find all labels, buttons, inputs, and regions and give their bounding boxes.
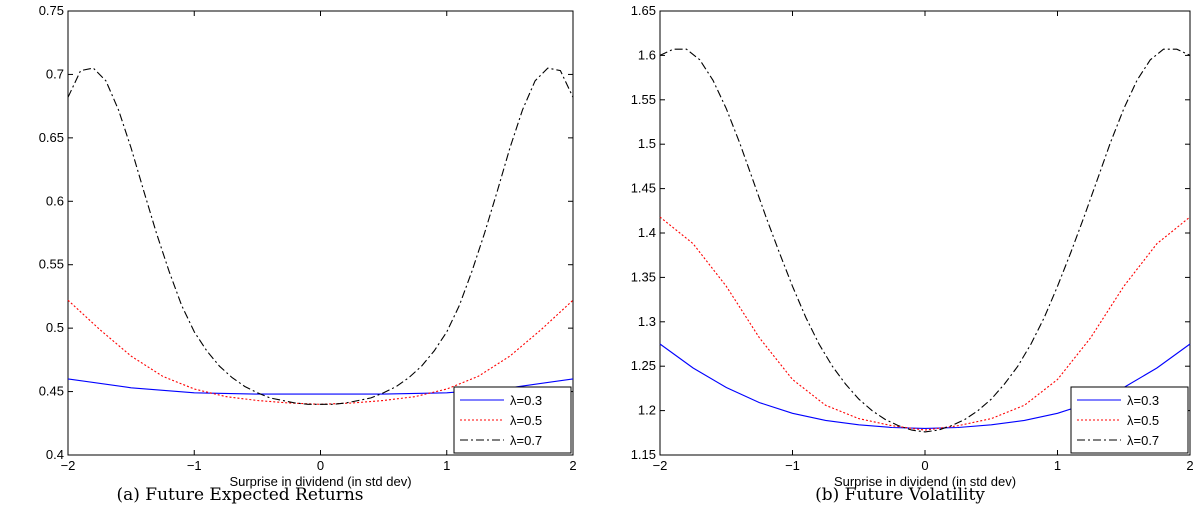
y-tick-label: 0.5 [46,320,64,335]
x-tick-label: −1 [785,458,800,473]
y-tick-label: 0.6 [46,193,64,208]
y-tick-label: 0.55 [39,257,64,272]
chart-panel-b: −2 −1 0 1 2 1.15 1.2 1.25 1.3 1.35 1.4 1.45 1.5 1.55 1… [631,3,1194,505]
x-tick-label: −2 [61,458,76,473]
x-tick-label: −2 [653,458,668,473]
series-line-3 [659,48,1191,433]
y-tick-label: 1.6 [638,47,656,62]
legend-label-2: λ=0.5 [1127,413,1159,428]
legend-label-1: λ=0.3 [510,393,542,408]
y-tick-label: 0.4 [46,447,64,462]
x-tick-label: 2 [569,458,576,473]
series-line-2 [659,216,1191,431]
y-tick-label: 0.75 [39,3,64,18]
y-tick-label: 1.15 [631,447,656,462]
legend-label-3: λ=0.7 [1127,433,1159,448]
x-tick-label: 1 [443,458,450,473]
y-tick-label: 1.3 [638,314,656,329]
y-tick-label: 1.2 [638,403,656,418]
x-axis-label: Surprise in dividend (in std dev) [834,474,1016,489]
legend-label-2: λ=0.5 [510,413,542,428]
x-tick-label: 1 [1054,458,1061,473]
legend: λ=0.3 λ=0.5 λ=0.7 [453,386,572,454]
plot-frame [67,10,574,456]
y-tick-label: 0.65 [39,130,64,145]
y-tick-label: 1.55 [631,92,656,107]
legend-label-1: λ=0.3 [1127,393,1159,408]
x-tick-label: −1 [187,458,202,473]
series-line-3 [67,67,574,405]
y-tick-label: 1.45 [631,181,656,196]
y-tick-label: 1.5 [638,136,656,151]
chart-panel-a: −2 −1 0 1 2 0.4 0.45 0.5 0.55 0.6 0.65 0.7 0.75 Surpr… [39,3,577,505]
x-tick-label: 2 [1186,458,1193,473]
legend: λ=0.3 λ=0.5 λ=0.7 [1070,386,1189,454]
series-line-2 [67,299,574,405]
figure-caption: (a) Future Expected Returns [117,485,364,505]
figure-caption: (b) Future Volatility [815,485,985,505]
x-axis-label: Surprise in dividend (in std dev) [229,474,411,489]
y-tick-label: 0.45 [39,384,64,399]
x-tick-label: 0 [317,458,324,473]
y-tick-label: 1.4 [638,225,656,240]
legend-label-3: λ=0.7 [510,433,542,448]
y-tick-label: 1.25 [631,358,656,373]
y-tick-label: 1.65 [631,3,656,18]
y-tick-label: 1.35 [631,269,656,284]
x-tick-label: 0 [921,458,928,473]
y-tick-label: 0.7 [46,66,64,81]
